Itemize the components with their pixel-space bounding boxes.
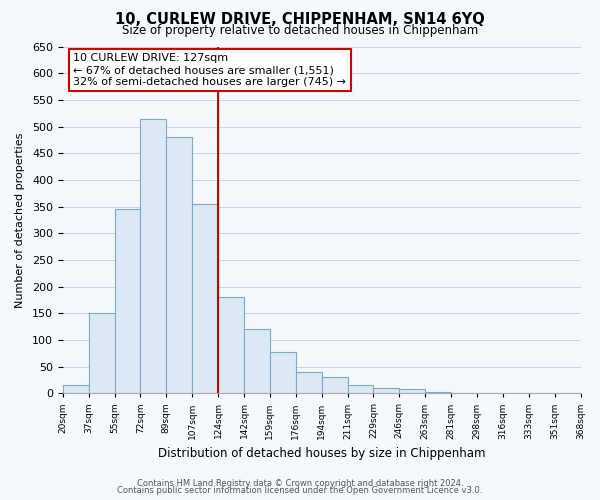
Bar [63, 386, 89, 394]
Bar [425, 392, 451, 394]
Bar [89, 313, 115, 394]
Text: Contains public sector information licensed under the Open Government Licence v3: Contains public sector information licen… [118, 486, 482, 495]
Bar [400, 389, 425, 394]
Bar [115, 209, 140, 394]
Bar [244, 329, 270, 394]
Bar [140, 118, 166, 394]
Bar [192, 204, 218, 394]
Bar [373, 388, 400, 394]
Bar [322, 378, 347, 394]
Bar [270, 352, 296, 394]
Bar [296, 372, 322, 394]
Text: Contains HM Land Registry data © Crown copyright and database right 2024.: Contains HM Land Registry data © Crown c… [137, 478, 463, 488]
X-axis label: Distribution of detached houses by size in Chippenham: Distribution of detached houses by size … [158, 447, 485, 460]
Text: 10 CURLEW DRIVE: 127sqm
← 67% of detached houses are smaller (1,551)
32% of semi: 10 CURLEW DRIVE: 127sqm ← 67% of detache… [73, 54, 346, 86]
Text: 10, CURLEW DRIVE, CHIPPENHAM, SN14 6YQ: 10, CURLEW DRIVE, CHIPPENHAM, SN14 6YQ [115, 12, 485, 28]
Bar [166, 137, 192, 394]
Text: Size of property relative to detached houses in Chippenham: Size of property relative to detached ho… [122, 24, 478, 37]
Bar [347, 386, 373, 394]
Bar [218, 297, 244, 394]
Y-axis label: Number of detached properties: Number of detached properties [15, 132, 25, 308]
